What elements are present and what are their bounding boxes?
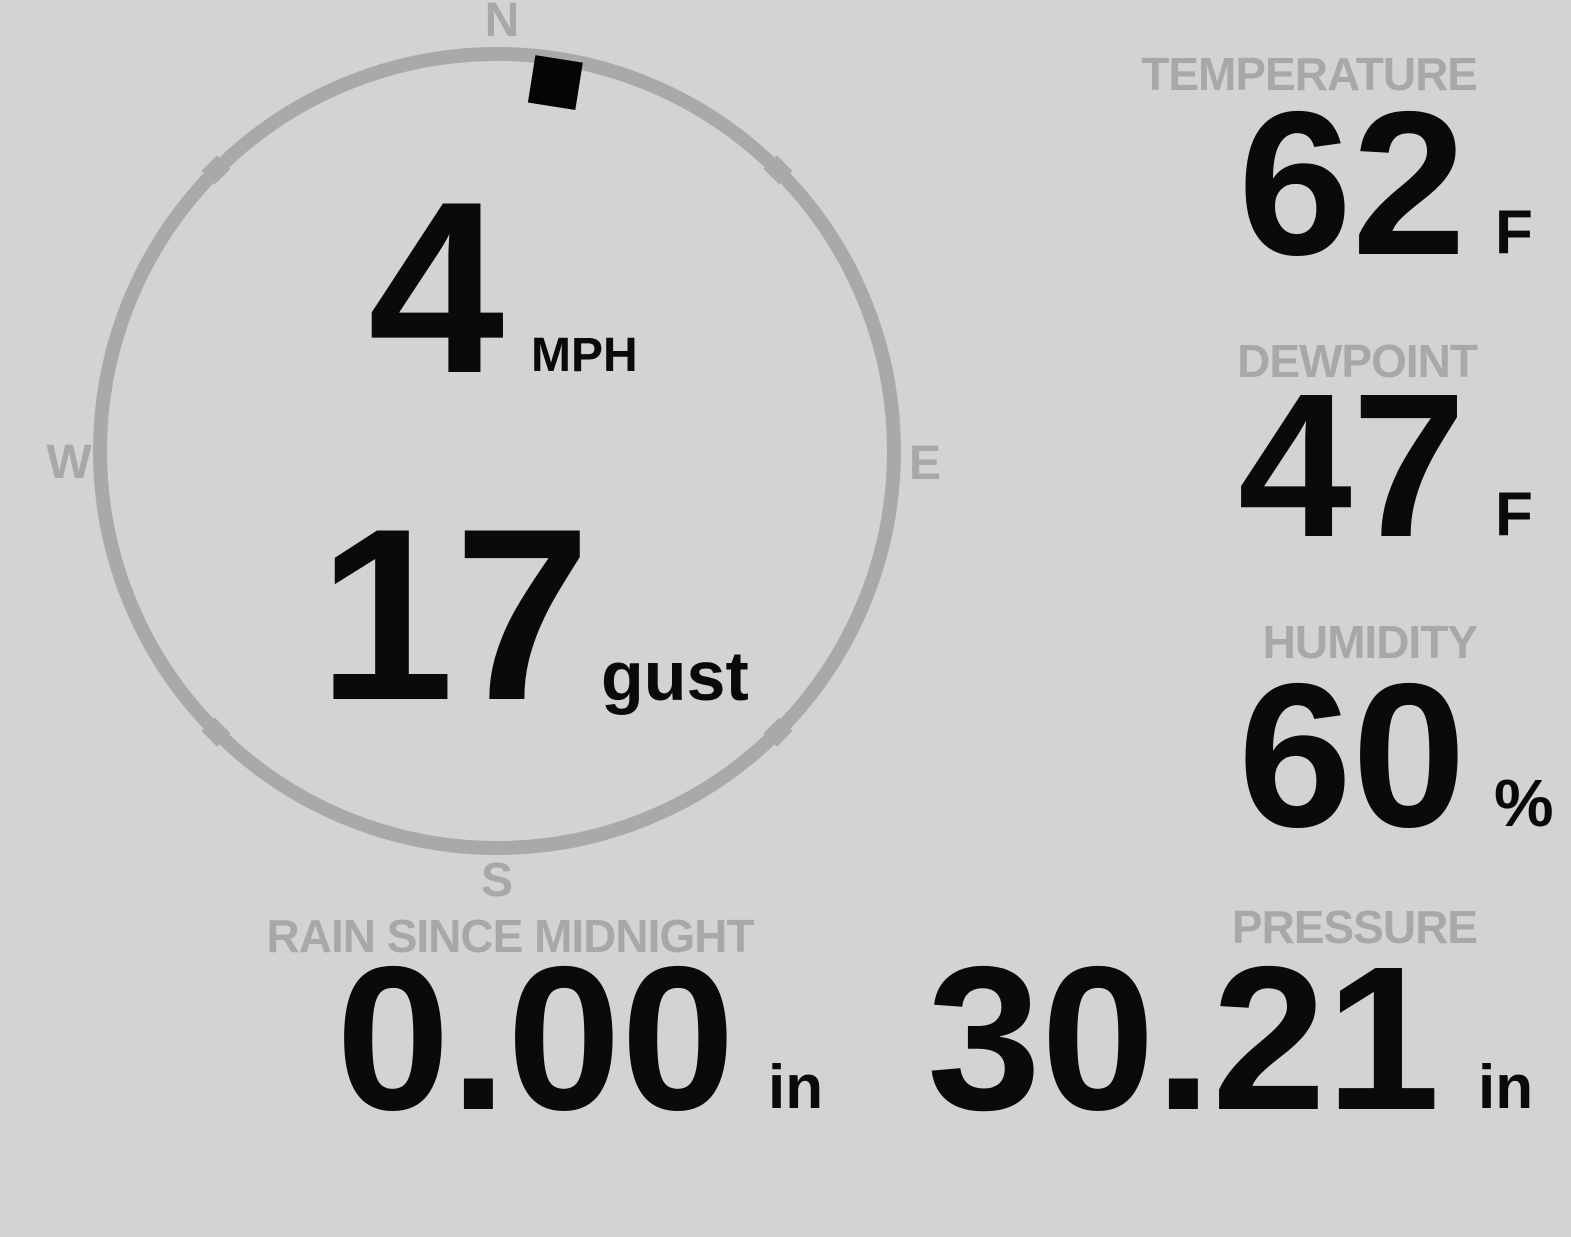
rain-label: RAIN SINCE MIDNIGHT — [266, 910, 755, 962]
intercardinal-tick-sw — [201, 717, 231, 747]
pressure-unit: in — [1478, 1053, 1534, 1122]
humidity-unit: % — [1494, 766, 1554, 841]
rain-unit: in — [768, 1053, 824, 1122]
humidity-label: HUMIDITY — [1262, 616, 1478, 668]
pressure-label: PRESSURE — [1231, 901, 1478, 953]
intercardinal-tick-nw — [201, 155, 231, 185]
temperature-label: TEMPERATURE — [1141, 48, 1478, 100]
intercardinal-tick-ne — [763, 155, 793, 185]
pressure-value: 30.21 — [926, 924, 1440, 1153]
compass-label-south: S — [480, 854, 514, 907]
intercardinal-tick-se — [763, 717, 793, 747]
wind-direction-marker — [527, 55, 583, 111]
compass-label-east: E — [908, 437, 942, 490]
wind-gust-value: 17 — [318, 477, 591, 751]
dewpoint-label: DEWPOINT — [1237, 335, 1478, 387]
temperature-unit: F — [1495, 198, 1533, 267]
compass-ring — [93, 47, 901, 855]
wind-speed-value: 4 — [368, 150, 505, 424]
compass-label-north: N — [484, 0, 520, 47]
temperature-value: 62 — [1237, 69, 1466, 298]
dewpoint-unit: F — [1495, 480, 1533, 549]
humidity-value: 60 — [1237, 641, 1466, 870]
rain-value: 0.00 — [336, 924, 735, 1153]
compass-label-west: W — [46, 436, 92, 489]
dewpoint-value: 47 — [1237, 351, 1466, 580]
wind-gust-label: gust — [601, 637, 749, 715]
wind-speed-unit: MPH — [531, 329, 638, 382]
